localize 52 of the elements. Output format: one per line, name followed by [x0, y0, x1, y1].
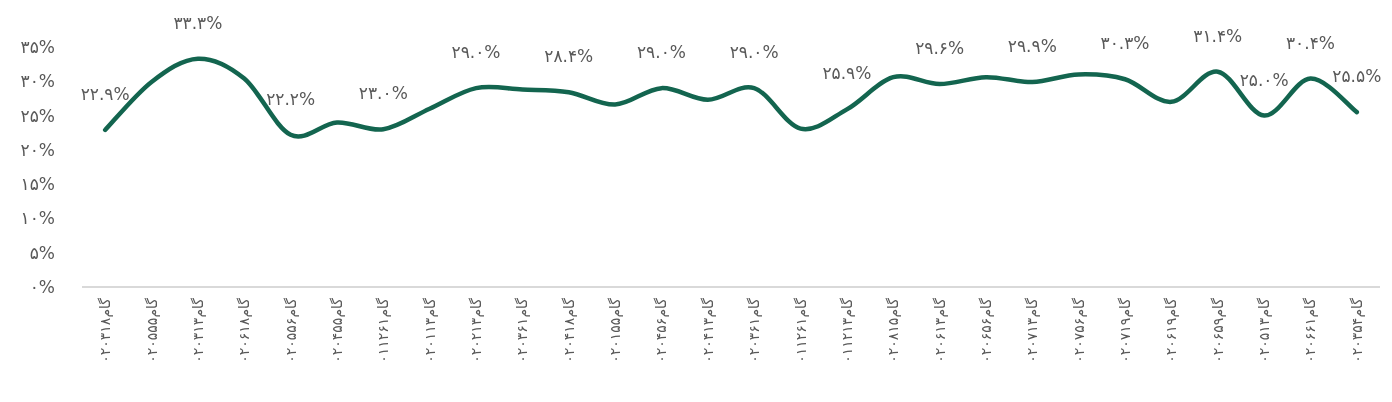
xtick: گام۰۲۰۴۵۶: [653, 298, 670, 363]
xtick: گام۰۲۰۳۶۱: [746, 298, 763, 363]
value-label: ۲۹.۰%: [729, 42, 779, 63]
xtick: گام۰۱۱۲۱۳: [838, 298, 855, 363]
value-label: ۲۹.۹%: [1007, 35, 1057, 56]
xtick: گام۰۲۰۵۵۶: [282, 298, 299, 363]
value-label: ۳۳.۳%: [173, 12, 223, 33]
value-label: ۲۵.۵%: [1332, 66, 1382, 87]
value-label: ۲۳.۰%: [358, 83, 408, 104]
xtick: گام۰۲۰۵۵۵: [143, 298, 160, 363]
xtick: گام۰۲۰۲۱۳: [468, 298, 485, 363]
xtick: گام۰۲۰۶۱۹: [1163, 298, 1180, 363]
xtick: گام۰۲۰۴۱۳: [699, 298, 716, 363]
value-label: ۳۰.۳%: [1100, 33, 1150, 54]
value-label: ۳۱.۴%: [1193, 25, 1243, 46]
xtick: گام۰۲۰۶۱۳: [931, 298, 948, 363]
xtick: گام۰۲۰۴۱۸: [560, 298, 577, 363]
ytick: ۱۵%: [20, 174, 55, 195]
value-label: ۲۲.۲%: [266, 88, 316, 109]
ytick: ۲۵%: [20, 105, 55, 126]
value-label: ۲۵.۹%: [822, 63, 872, 84]
value-label: ۲۹.۰%: [637, 42, 686, 63]
value-label: ۲۲.۹%: [80, 83, 130, 104]
xtick: گام۰۲۰۳۶۱: [514, 298, 531, 363]
ytick: ۵%: [29, 242, 55, 263]
xtick: گام۰۲۰۳۱۸: [97, 298, 114, 363]
xtick: گام۰۱۱۲۶۱: [792, 298, 809, 363]
value-label: ۳۰.۴%: [1286, 32, 1335, 53]
value-label: ۲۹.۰%: [451, 42, 501, 63]
xtick: گام۰۲۰۴۵۵: [328, 298, 345, 363]
xtick: گام۰۲۰۷۱۹: [1117, 298, 1134, 363]
value-label: ۲۵.۰%: [1239, 69, 1289, 90]
xtick: گام۰۲۰۶۶۱: [1302, 298, 1319, 363]
xtick: گام۰۲۰۷۵۶: [1070, 298, 1087, 363]
xtick: گام۰۲۰۱۵۵: [607, 298, 624, 363]
xtick: گام۰۲۰۵۱۳: [1256, 298, 1273, 363]
value-label: ۲۹.۶%: [915, 38, 965, 59]
xtick: گام۰۱۱۲۶۱: [375, 298, 392, 363]
value-label: ۲۸.۴%: [544, 46, 594, 67]
ytick: ۲۰%: [20, 139, 55, 160]
xtick: گام۰۲۰۶۵۶: [977, 298, 994, 363]
ytick: ۰%: [29, 277, 55, 297]
xtick: گام۰۲۰۸۱۵: [885, 298, 902, 363]
xtick: گام۰۲۰۶۱۸: [236, 298, 253, 363]
ytick: ۳۵%: [20, 37, 55, 57]
xtick: گام۰۲۰۳۱۳: [189, 298, 206, 363]
ytick: ۱۰%: [20, 208, 55, 229]
xtick: گام۰۲۰۶۵۹: [1209, 298, 1226, 363]
xtick: گام۰۲۰۳۵۴: [1348, 298, 1365, 363]
xtick: گام۰۲۰۱۱۳: [421, 298, 438, 363]
ytick: ۳۰%: [20, 71, 55, 92]
xtick: گام۰۲۰۷۱۳: [1024, 298, 1041, 363]
